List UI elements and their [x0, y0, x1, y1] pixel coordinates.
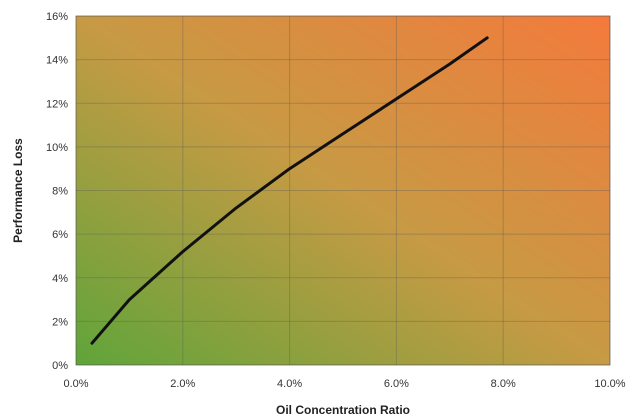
y-tick-label: 2% [52, 316, 68, 328]
x-tick-label: 6.0% [384, 378, 409, 390]
x-tick-label: 4.0% [277, 378, 302, 390]
y-tick-label: 6% [52, 229, 68, 241]
y-tick-label: 12% [46, 98, 68, 110]
x-tick-label: 0.0% [63, 378, 88, 390]
y-tick-label: 16% [46, 11, 68, 23]
series-layer [90, 36, 489, 345]
x-tick-label: 10.0% [594, 378, 625, 390]
y-tick-label: 4% [52, 273, 68, 285]
x-axis-title: Oil Concentration Ratio [276, 403, 410, 417]
plot-area [76, 16, 610, 365]
y-tick-label: 14% [46, 55, 68, 67]
grid [75, 15, 611, 366]
y-tick-label: 10% [46, 142, 68, 154]
x-tick-label: 8.0% [491, 378, 516, 390]
x-tick-label: 2.0% [170, 378, 195, 390]
x-tick-labels: 0.0% 2.0% 4.0% 6.0% 8.0% 10.0% [63, 378, 625, 390]
y-tick-labels: 0% 2% 4% 6% 8% 10% 12% 14% 16% [46, 11, 68, 372]
y-tick-label: 0% [52, 360, 68, 372]
y-tick-label: 8% [52, 186, 68, 198]
plot-border [75, 15, 611, 366]
series-line [90, 36, 489, 345]
y-axis-title: Performance Loss [11, 138, 25, 243]
